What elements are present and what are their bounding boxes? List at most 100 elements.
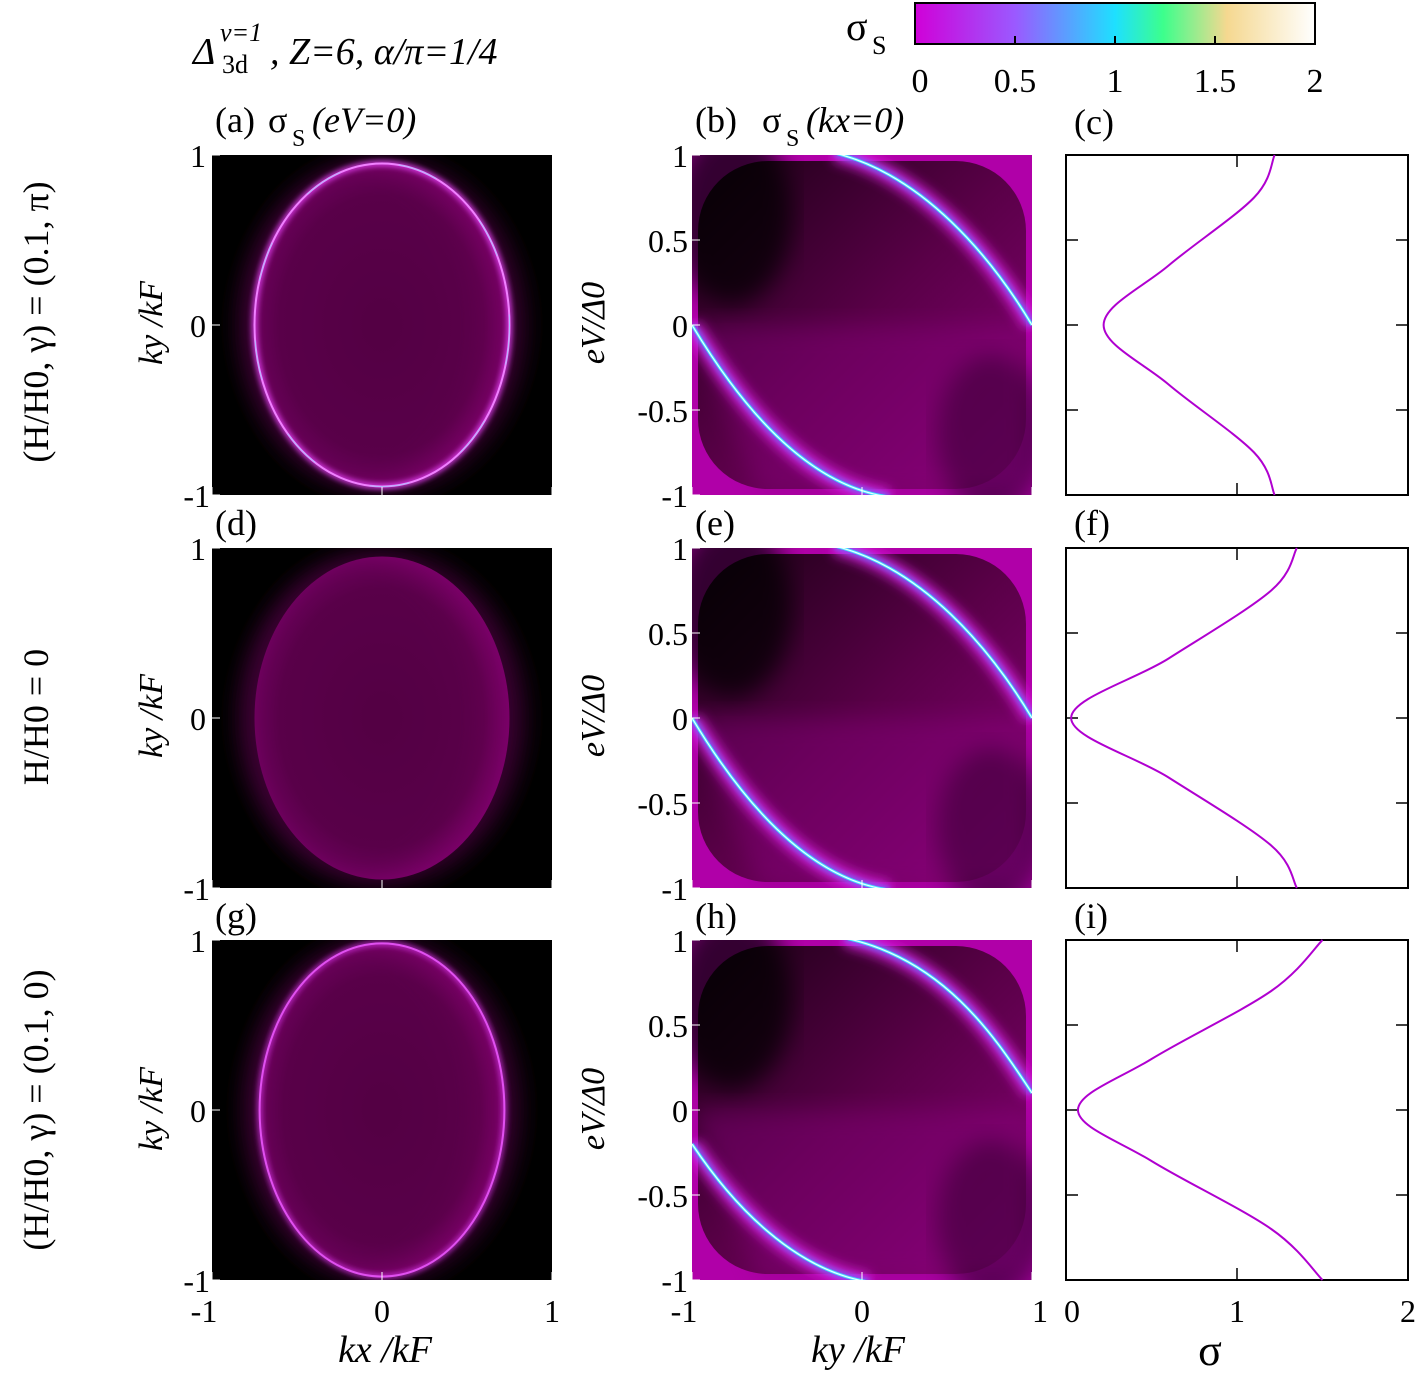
y-tick-label: -0.5 bbox=[637, 1178, 688, 1214]
colorbar-label-sub: S bbox=[872, 31, 886, 60]
x-tick-label: 1 bbox=[544, 1293, 560, 1329]
heatmap-panel-a: 1 0 -1 bbox=[183, 138, 553, 514]
y-tick-label: 0.5 bbox=[648, 616, 688, 652]
colorbar-label: σ bbox=[846, 4, 868, 49]
bottom-x-tick-labels: -1 0 1 -1 0 1 0 1 2 bbox=[191, 1293, 1416, 1329]
col-title-a-base: σ bbox=[268, 100, 287, 140]
colorbar-ticks: 0 0.5 1 1.5 2 bbox=[912, 36, 1324, 100]
heatmap-panel-d: 1 0 -1 bbox=[183, 531, 553, 907]
heatmap-band bbox=[692, 718, 1032, 888]
col-title-a-arg: (eV=0) bbox=[312, 100, 416, 140]
row-labels: (H/H0, γ) = (0.1, π) H/H0 = 0 (H/H0, γ) … bbox=[16, 181, 56, 1250]
colorbar-tick-label: 1.5 bbox=[1194, 63, 1237, 100]
y-tick-label: -1 bbox=[661, 1263, 688, 1299]
panel-label-a: (a) bbox=[215, 100, 255, 140]
heatmap-panel-e: 1 0.5 0 -0.5 -1 bbox=[637, 531, 1033, 907]
y-tick-label: -1 bbox=[183, 1263, 210, 1299]
row-label-3: (H/H0, γ) = (0.1, 0) bbox=[16, 969, 56, 1250]
line-panel-f bbox=[1065, 547, 1409, 889]
y-tick-label: 1 bbox=[672, 923, 688, 959]
xlabel-col1: kx /kF bbox=[338, 1329, 433, 1371]
y-tick-label: -0.5 bbox=[637, 393, 688, 429]
heatmap-shade bbox=[247, 559, 477, 877]
ylabel-e: eV/Δ0 bbox=[575, 675, 612, 757]
line-panel-i bbox=[1065, 939, 1409, 1281]
y-tick-label: 0 bbox=[190, 308, 206, 344]
heatmap-panel-g: 1 0 -1 bbox=[183, 923, 553, 1299]
x-tick-label: -1 bbox=[191, 1293, 218, 1329]
y-tick-label: 1 bbox=[190, 923, 206, 959]
heatmap-shade bbox=[251, 946, 473, 1274]
x-tick-label: 0 bbox=[374, 1293, 390, 1329]
panel-label-e: (e) bbox=[695, 503, 735, 543]
sigma-curve bbox=[1070, 547, 1298, 889]
ylabel-d: ky /kF bbox=[133, 673, 170, 758]
heatmap-panel-b: 1 0.5 0 -0.5 -1 bbox=[637, 138, 1033, 514]
y-tick-label: -0.5 bbox=[637, 786, 688, 822]
panel-label-h: (h) bbox=[695, 896, 737, 936]
colorbar-tick-label: 1 bbox=[1107, 63, 1124, 100]
panel-label-c: (c) bbox=[1074, 102, 1114, 142]
xlabel-col2: ky /kF bbox=[811, 1329, 906, 1371]
sigma-curve bbox=[1102, 154, 1276, 496]
heatmap-ticks bbox=[691, 547, 1033, 889]
heatmap-dark-corner bbox=[692, 548, 792, 698]
x-tick-label: 0 bbox=[854, 1293, 870, 1329]
panel-label-i: (i) bbox=[1074, 896, 1108, 936]
heatmap-dark-corner bbox=[692, 940, 792, 1090]
y-tick-label: 0.5 bbox=[648, 223, 688, 259]
panel-label-f: (f) bbox=[1074, 503, 1110, 543]
heatmap-ticks bbox=[691, 939, 1033, 1281]
y-tick-label: 1 bbox=[672, 138, 688, 174]
y-tick-label: -1 bbox=[661, 478, 688, 514]
ylabel-a: ky /kF bbox=[133, 280, 170, 365]
branch-lower bbox=[692, 1143, 863, 1280]
title-superscript: ν=1 bbox=[220, 18, 262, 47]
plot-frame bbox=[1065, 939, 1409, 1281]
heatmap-band bbox=[692, 325, 1032, 495]
col-title-b-arg: (kx=0) bbox=[806, 100, 904, 140]
x-tick-label: 2 bbox=[1400, 1293, 1416, 1329]
heatmap-ticks bbox=[691, 154, 1033, 496]
y-tick-label: 0 bbox=[190, 701, 206, 737]
panel-label-d: (d) bbox=[215, 503, 257, 543]
y-tick-label: 0 bbox=[672, 701, 688, 737]
x-tick-label: -1 bbox=[671, 1293, 698, 1329]
y-tick-label: 1 bbox=[190, 138, 206, 174]
title-delta: Δ bbox=[191, 31, 215, 73]
heatmap-panel-h: 1 0.5 0 -0.5 -1 bbox=[637, 923, 1033, 1299]
branch-lower bbox=[692, 717, 882, 888]
line-panel-c bbox=[1065, 154, 1409, 496]
axis-labels: ky /kF ky /kF ky /kF eV/Δ0 eV/Δ0 eV/Δ0 k… bbox=[133, 280, 1222, 1375]
branch-upper bbox=[839, 155, 1032, 326]
plot-frame bbox=[1065, 547, 1409, 889]
row-label-2: H/H0 = 0 bbox=[16, 649, 56, 785]
branch-upper bbox=[850, 940, 1032, 1094]
colorbar-tick-label: 0.5 bbox=[994, 63, 1037, 100]
title-subscript: 3d bbox=[222, 50, 248, 79]
row-label-1: (H/H0, γ) = (0.1, π) bbox=[16, 181, 56, 462]
colorbar-tick-label: 0 bbox=[912, 63, 929, 100]
heatmap-ring-highlight bbox=[254, 163, 510, 487]
column-titles: (a) σ S (eV=0) (b) σ S (kx=0) (c) bbox=[215, 100, 1114, 152]
y-tick-label: -1 bbox=[183, 871, 210, 907]
panel-labels: (d) (e) (f) (g) (h) (i) bbox=[215, 503, 1110, 936]
xlabel-col3: σ bbox=[1198, 1326, 1222, 1375]
heatmap-shade bbox=[247, 166, 477, 484]
colorbar: σ S 0 0.5 1 1.5 2 bbox=[846, 2, 1324, 100]
figure-title: Δ ν=1 3d , Z=6, α/π=1/4 bbox=[191, 18, 498, 79]
sigma-curve bbox=[1076, 939, 1324, 1281]
col-title-a-sub: S bbox=[292, 126, 305, 152]
col-title-b-sub: S bbox=[786, 126, 799, 152]
y-tick-label: 1 bbox=[190, 531, 206, 567]
y-tick-label: 1 bbox=[672, 531, 688, 567]
panel-label-g: (g) bbox=[215, 896, 257, 936]
x-tick-label: 1 bbox=[1229, 1293, 1245, 1329]
ylabel-b: eV/Δ0 bbox=[575, 282, 612, 364]
branch-upper bbox=[839, 548, 1032, 719]
heatmap-dark-corner bbox=[692, 155, 792, 305]
title-rest: , Z=6, α/π=1/4 bbox=[270, 31, 498, 73]
x-tick-label: 1 bbox=[1032, 1293, 1048, 1329]
y-tick-label: 0 bbox=[672, 1093, 688, 1129]
